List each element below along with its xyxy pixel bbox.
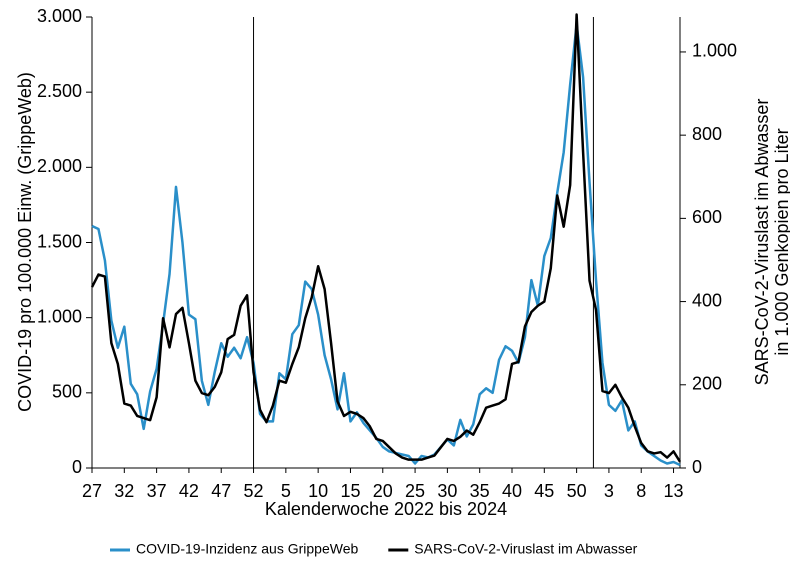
- x-tick-label: 35: [470, 481, 490, 501]
- y-tick-label: 0: [72, 457, 82, 477]
- x-tick-label: 15: [340, 481, 360, 501]
- y2-tick-label: 200: [692, 374, 722, 394]
- x-tick-label: 32: [114, 481, 134, 501]
- y-tick-label: 500: [52, 382, 82, 402]
- series-line: [91, 23, 681, 467]
- y2-tick-label: 0: [692, 457, 702, 477]
- x-tick-label: 5: [281, 481, 291, 501]
- x-tick-label: 25: [405, 481, 425, 501]
- x-tick-label: 45: [534, 481, 554, 501]
- x-tick-label: 47: [211, 481, 231, 501]
- series-line: [90, 13, 682, 463]
- x-tick-label: 30: [437, 481, 457, 501]
- x-tick-label: 13: [664, 481, 684, 501]
- x-tick-label: 37: [147, 481, 167, 501]
- y-tick-label: 1.500: [37, 231, 82, 251]
- x-tick-label: 27: [82, 481, 102, 501]
- x-tick-label: 42: [179, 481, 199, 501]
- y2-tick-label: 600: [692, 207, 722, 227]
- legend-label: SARS-CoV-2-Viruslast im Abwasser: [414, 541, 637, 557]
- legend-label: COVID-19-Inzidenz aus GrippeWeb: [136, 541, 358, 557]
- y2-tick-label: 400: [692, 290, 722, 310]
- y-tick-label: 3.000: [37, 6, 82, 26]
- y2-tick-label: 800: [692, 124, 722, 144]
- x-axis-label: Kalenderwoche 2022 bis 2024: [265, 499, 507, 519]
- x-tick-label: 52: [244, 481, 264, 501]
- x-tick-label: 40: [502, 481, 522, 501]
- x-tick-label: 50: [567, 481, 587, 501]
- y-tick-label: 1.000: [37, 306, 82, 326]
- y2-axis-label: SARS-CoV-2-Viruslast im Abwasser: [752, 99, 772, 386]
- x-tick-label: 10: [308, 481, 328, 501]
- y2-tick-label: 1.000: [692, 41, 737, 61]
- y-tick-label: 2.500: [37, 81, 82, 101]
- x-tick-label: 20: [373, 481, 393, 501]
- y-axis-label: COVID-19 pro 100.000 Einw. (GrippeWeb): [15, 72, 35, 412]
- x-tick-label: 3: [604, 481, 614, 501]
- y-tick-label: 2.000: [37, 156, 82, 176]
- x-tick-label: 8: [636, 481, 646, 501]
- y2-axis-label: in 1.000 Genkopien pro Liter: [772, 128, 790, 355]
